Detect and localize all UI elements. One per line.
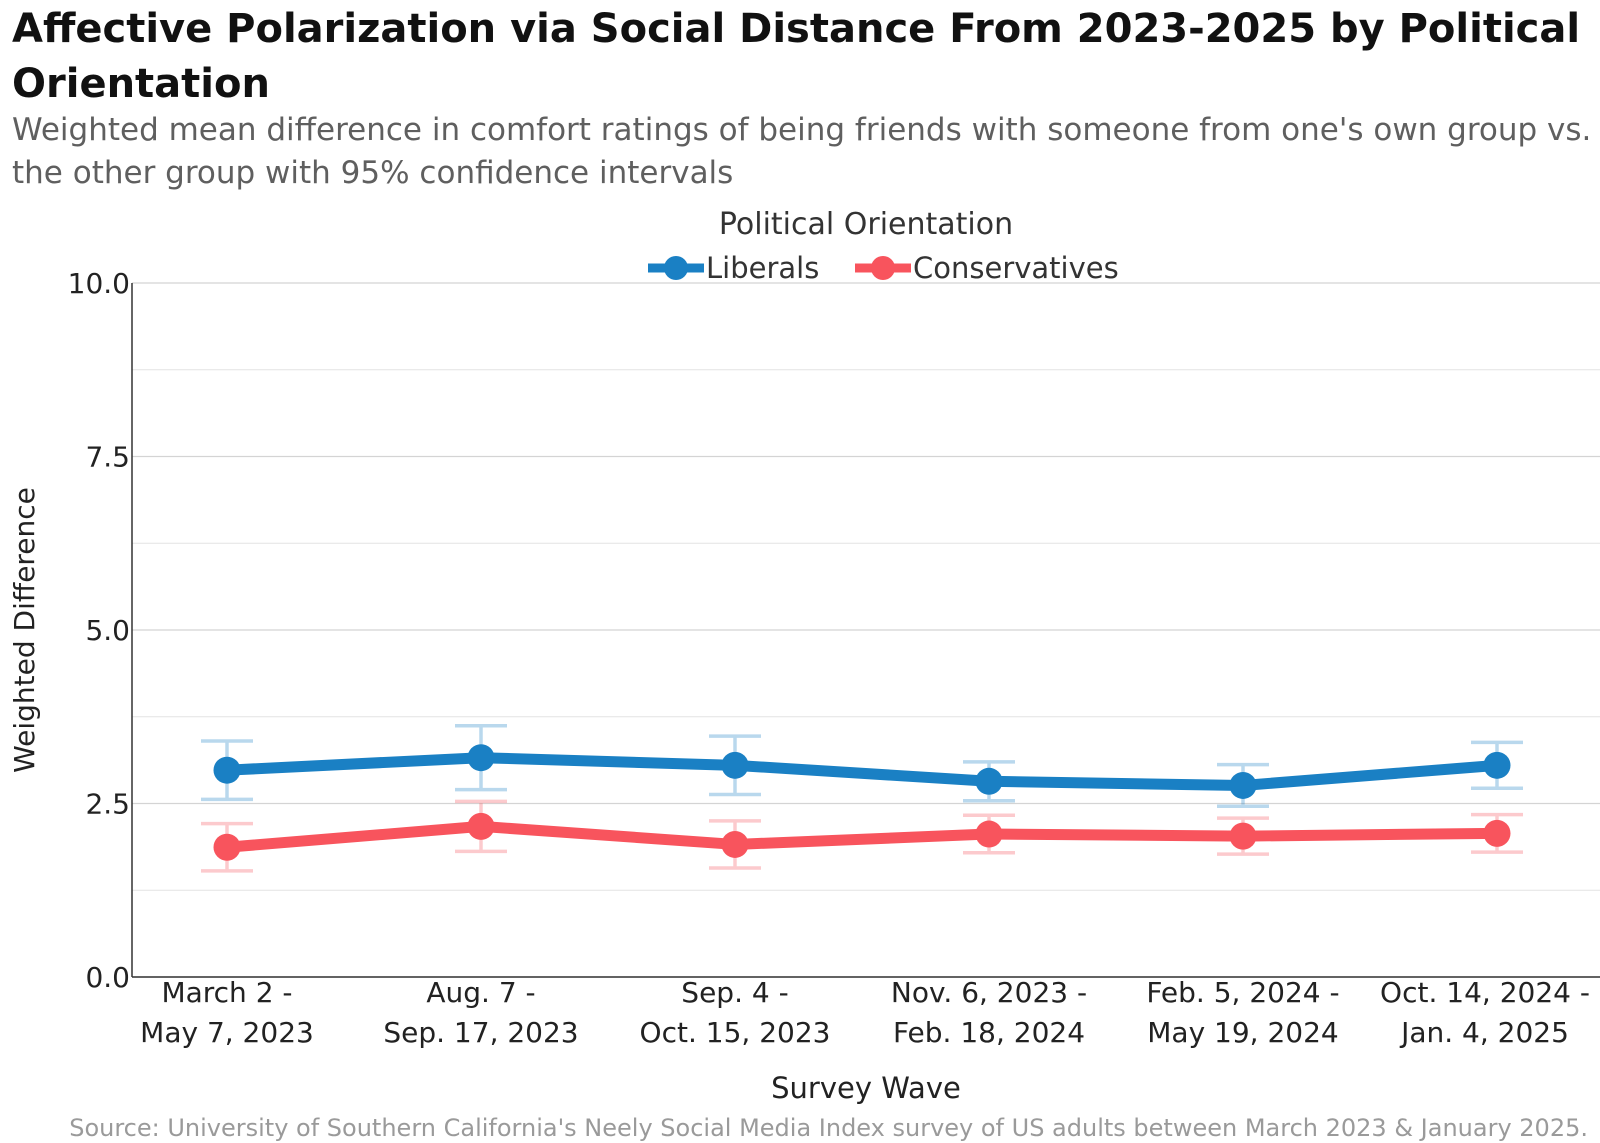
x-tick-label: Sep. 17, 2023 xyxy=(383,1016,578,1049)
conservatives-point xyxy=(721,830,749,858)
liberals-series-line xyxy=(221,752,1503,791)
legend-title: Political Orientation xyxy=(719,207,1013,242)
x-tick-label: Feb. 5, 2024 - xyxy=(1146,976,1339,1009)
liberals-point xyxy=(467,744,495,772)
y-axis-title: Weighted Difference xyxy=(8,487,41,773)
liberals-point xyxy=(1229,771,1257,799)
liberals-point xyxy=(975,767,1003,795)
y-tick-label: 5.0 xyxy=(85,614,130,647)
x-tick-label: Oct. 15, 2023 xyxy=(640,1016,831,1049)
x-tick-label: March 2 - xyxy=(161,976,292,1009)
x-tick-label: Feb. 18, 2024 xyxy=(893,1016,1085,1049)
conservatives-point xyxy=(975,820,1003,848)
liberals-point xyxy=(213,756,241,784)
conservatives-point xyxy=(1483,819,1511,847)
source-note: Source: University of Southern Californi… xyxy=(69,1114,1588,1142)
legend-swatch-marker xyxy=(664,256,688,280)
legend-label: Liberals xyxy=(706,251,819,285)
liberals-point xyxy=(1483,751,1511,779)
conservatives-point xyxy=(467,812,495,840)
x-tick-label: Sep. 4 - xyxy=(681,976,788,1009)
chart-subtitle: Weighted mean difference in comfort rati… xyxy=(12,112,1592,191)
x-tick-label: Oct. 14, 2024 - xyxy=(1380,976,1590,1009)
conservatives-series-line xyxy=(221,820,1503,853)
y-tick-label: 0.0 xyxy=(85,961,130,994)
liberals-point xyxy=(721,751,749,779)
x-axis-title: Survey Wave xyxy=(771,1071,961,1105)
legend-item-liberals: Liberals xyxy=(648,251,819,285)
x-tick-label: Jan. 4, 2025 xyxy=(1399,1016,1569,1049)
chart-title: Affective Polarization via Social Distan… xyxy=(12,6,1581,107)
x-tick-label: May 7, 2023 xyxy=(140,1016,314,1049)
y-tick-label: 7.5 xyxy=(85,441,130,474)
conservatives-point xyxy=(213,833,241,861)
y-tick-label: 10.0 xyxy=(68,267,130,300)
x-tick-label: May 19, 2024 xyxy=(1147,1016,1338,1049)
legend-label: Conservatives xyxy=(913,251,1119,285)
legend-item-conservatives: Conservatives xyxy=(855,251,1119,285)
x-tick-label: Aug. 7 - xyxy=(426,976,535,1009)
conservatives-point xyxy=(1229,822,1257,850)
legend-swatch-marker xyxy=(871,256,895,280)
y-tick-label: 2.5 xyxy=(85,788,130,821)
x-tick-label: Nov. 6, 2023 - xyxy=(891,976,1087,1009)
